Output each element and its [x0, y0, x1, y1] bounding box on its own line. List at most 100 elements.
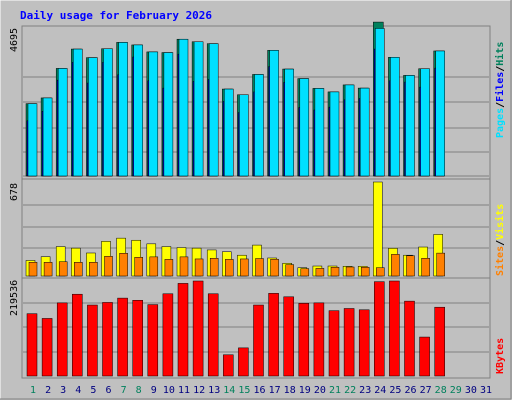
kbytes-bar-16 — [253, 304, 264, 377]
sites-bar-26 — [406, 255, 415, 277]
pages-bar-8 — [133, 44, 143, 177]
kbytes-bar-13 — [207, 293, 219, 377]
legend-hits: Hits — [494, 42, 506, 66]
kbytes-bar-8 — [132, 300, 143, 377]
kbytes-bar-15 — [238, 347, 249, 377]
pages-bar-9 — [148, 51, 159, 177]
pages-bar-21 — [329, 91, 340, 177]
chart-title: Daily usage for February 2026 — [20, 9, 212, 22]
kbytes-bar-17 — [268, 293, 279, 377]
sites-bar-7 — [119, 253, 128, 277]
x-label-25: 25 — [389, 385, 401, 396]
x-label-7: 7 — [121, 385, 127, 396]
x-label-8: 8 — [136, 385, 142, 396]
x-label-19: 19 — [299, 385, 311, 396]
x-label-13: 13 — [208, 385, 220, 396]
pages-bar-27 — [420, 68, 430, 177]
sites-bar-27 — [421, 258, 430, 277]
sites-bar-18 — [285, 264, 294, 277]
sites-bar-23 — [360, 267, 370, 277]
x-label-11: 11 — [178, 385, 190, 396]
kbytes-bar-6 — [102, 302, 113, 377]
legend-sep-2: / — [495, 66, 506, 72]
x-label-1: 1 — [30, 385, 36, 396]
sites-bar-16 — [255, 258, 264, 277]
sites-bar-25 — [391, 254, 400, 277]
legend-sep-3: / — [495, 240, 506, 246]
x-label-9: 9 — [151, 385, 157, 396]
x-label-24: 24 — [374, 385, 386, 396]
kbytes-bar-4 — [72, 293, 83, 377]
sites-bar-17 — [270, 258, 279, 277]
pages-bar-15 — [239, 94, 249, 177]
sites-bar-10 — [164, 259, 174, 277]
x-axis-labels: 1 2 3 4 5 6 7 8 9 10 11 12 13 14 15 16 17 18 19 20 21 22 23 24 2… — [30, 385, 492, 396]
pages-bar-16 — [254, 74, 264, 177]
x-label-26: 26 — [404, 385, 416, 396]
legend-kbytes: KBytes — [495, 338, 506, 374]
legend-sep-1: / — [495, 102, 506, 108]
x-label-27: 27 — [420, 385, 432, 396]
sites-bar-3 — [58, 261, 68, 277]
pages-bar-6 — [103, 48, 113, 177]
kbytes-bar-2 — [41, 318, 53, 377]
pages-bar-18 — [284, 68, 294, 177]
x-label-30: 30 — [465, 385, 477, 396]
x-label-28: 28 — [435, 385, 447, 396]
pages-bar-28 — [435, 50, 445, 177]
kbytes-bar-22 — [343, 308, 355, 377]
pages-bar-20 — [314, 88, 325, 177]
x-label-16: 16 — [253, 385, 265, 396]
visits-max-label: 678 — [9, 183, 20, 201]
sites-bar-1 — [28, 262, 38, 277]
x-label-18: 18 — [284, 385, 296, 396]
kbytes-bar-12 — [192, 280, 204, 377]
sites-bar-24 — [376, 267, 385, 277]
x-label-23: 23 — [359, 385, 371, 396]
bars — [25, 21, 445, 377]
legend-visits: Visits — [494, 204, 506, 240]
sites-bar-6 — [104, 256, 113, 277]
pages-bar-14 — [224, 88, 234, 177]
kbytes-bar-23 — [358, 309, 370, 377]
kbytes-bar-26 — [404, 300, 415, 377]
x-label-10: 10 — [163, 385, 175, 396]
pages-bar-19 — [299, 78, 310, 177]
pages-bar-10 — [163, 52, 174, 177]
kbytes-bar-5 — [87, 304, 98, 377]
x-label-15: 15 — [238, 385, 250, 396]
pages-bar-5 — [88, 57, 98, 177]
legend-sites: Sites — [494, 246, 506, 276]
kbytes-max-label: 219536 — [9, 280, 20, 316]
kbytes-bar-24 — [374, 281, 385, 377]
pages-bar-13 — [208, 43, 219, 177]
pages-bar-3 — [57, 68, 68, 177]
kbytes-bar-3 — [56, 302, 68, 377]
sites-bar-20 — [315, 268, 325, 277]
x-label-31: 31 — [480, 385, 492, 396]
pages-bar-7 — [118, 42, 128, 177]
legend-pages: Pages — [495, 108, 506, 138]
pages-bar-4 — [73, 48, 83, 177]
kbytes-bar-25 — [389, 280, 400, 377]
sites-bar-8 — [134, 257, 143, 277]
pages-bar-24 — [375, 28, 385, 177]
sites-bar-11 — [179, 256, 189, 277]
x-label-4: 4 — [75, 385, 81, 396]
pages-bar-2 — [42, 97, 53, 177]
sites-bar-9 — [149, 256, 159, 277]
pages-bar-23 — [359, 87, 370, 177]
sites-bar-5 — [89, 262, 98, 277]
kbytes-bar-28 — [434, 306, 445, 377]
sites-bar-2 — [43, 262, 53, 277]
pages-bar-12 — [193, 41, 204, 177]
kbytes-bar-1 — [26, 313, 38, 377]
visits-bar-24 — [373, 181, 383, 277]
pages-bar-17 — [269, 50, 279, 177]
kbytes-bar-11 — [177, 283, 189, 377]
x-label-21: 21 — [329, 385, 341, 396]
legend-sites-visits: Sites/Visits — [494, 204, 506, 276]
sites-bar-12 — [194, 258, 204, 277]
x-label-12: 12 — [193, 385, 205, 396]
